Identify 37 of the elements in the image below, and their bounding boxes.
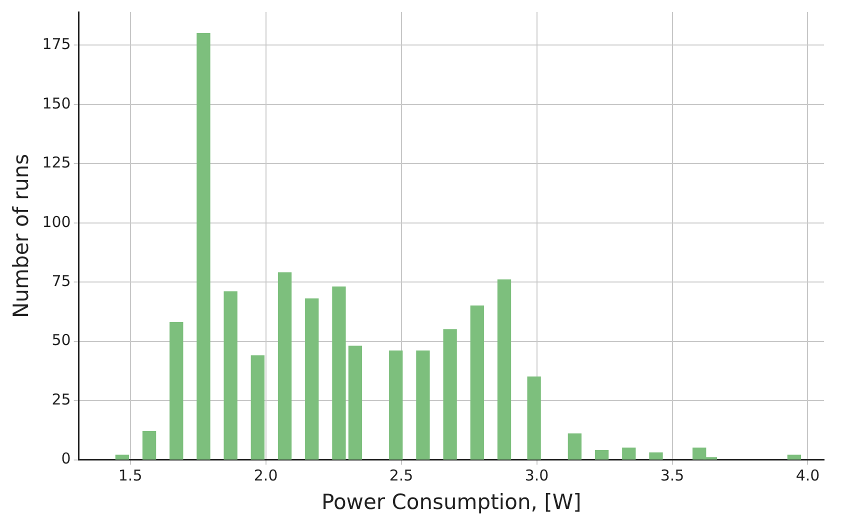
bar bbox=[278, 272, 292, 460]
x-tick-label: 2.0 bbox=[254, 466, 278, 485]
y-tick-label: 25 bbox=[52, 390, 71, 408]
bar bbox=[497, 279, 512, 460]
y-tick-label: 75 bbox=[52, 272, 71, 290]
x-tick-label: 3.5 bbox=[660, 466, 684, 485]
bar bbox=[115, 454, 130, 460]
bar bbox=[348, 346, 362, 460]
x-axis-title: Power Consumption, [W] bbox=[322, 490, 582, 514]
bar bbox=[332, 286, 346, 460]
bar bbox=[443, 329, 457, 460]
bar bbox=[250, 355, 264, 460]
bar bbox=[649, 452, 663, 460]
bar bbox=[224, 291, 238, 460]
bar bbox=[787, 454, 802, 460]
bar bbox=[389, 350, 403, 460]
bar bbox=[196, 32, 210, 460]
x-tick-label: 3.0 bbox=[524, 466, 549, 485]
x-tick-label: 4.0 bbox=[796, 466, 820, 485]
y-tick-label: 125 bbox=[42, 154, 71, 172]
x-tick-label: 1.5 bbox=[118, 466, 142, 485]
bar bbox=[594, 450, 609, 460]
bar bbox=[305, 298, 319, 460]
y-axis-title: Number of runs bbox=[9, 154, 34, 318]
y-tick-label: 0 bbox=[61, 450, 71, 468]
bar bbox=[527, 376, 541, 460]
y-tick-label: 50 bbox=[52, 331, 71, 350]
bar bbox=[622, 448, 636, 460]
bar bbox=[416, 350, 430, 460]
bar bbox=[142, 431, 156, 460]
y-tick-label: 175 bbox=[42, 35, 71, 54]
bar bbox=[470, 305, 484, 460]
bar bbox=[170, 322, 184, 460]
x-tick-label: 2.5 bbox=[389, 466, 414, 485]
bar bbox=[568, 433, 582, 460]
y-tick-label: 100 bbox=[42, 212, 71, 231]
y-tick-label: 150 bbox=[42, 94, 71, 112]
